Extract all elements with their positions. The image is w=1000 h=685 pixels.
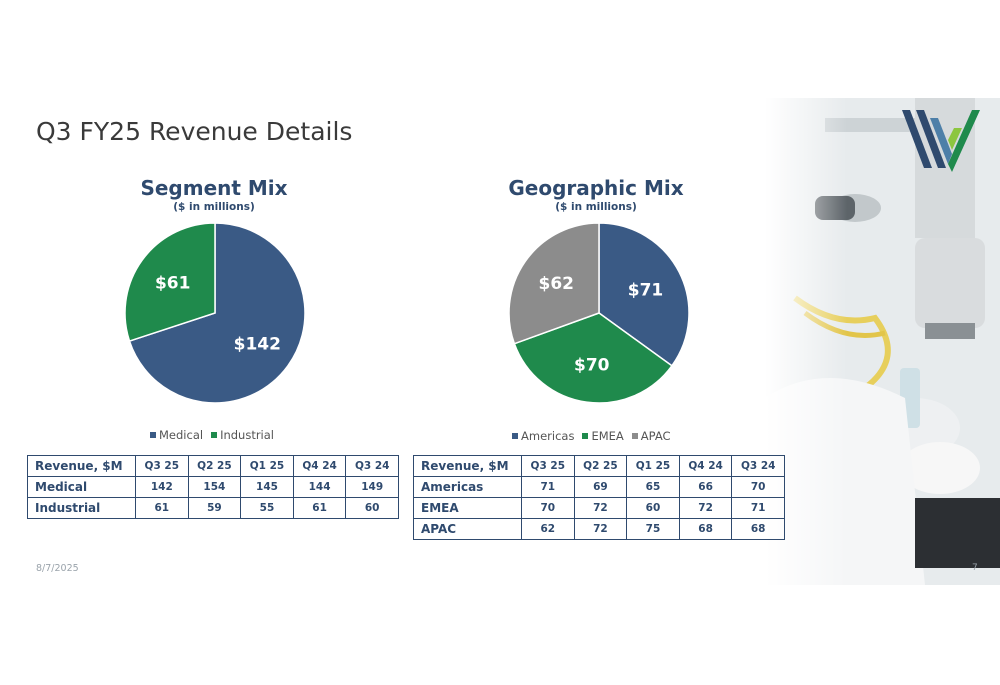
slide-date: 8/7/2025 <box>36 563 79 574</box>
table-header-cell: Q1 25 <box>240 455 294 477</box>
table-header-cell: Revenue, $M <box>413 455 522 477</box>
table-cell: 149 <box>345 476 399 498</box>
table-row: APAC 62 72 75 68 68 <box>413 518 785 540</box>
row-label: Americas <box>413 476 522 498</box>
table-row: Americas 71 69 65 66 70 <box>413 476 785 498</box>
table-header-cell: Q4 24 <box>678 455 733 477</box>
table-cell: 61 <box>135 497 189 519</box>
table-cell: 71 <box>731 497 785 519</box>
table-header-cell: Q3 24 <box>345 455 399 477</box>
table-header-row: Revenue, $M Q3 25 Q2 25 Q1 25 Q4 24 Q3 2… <box>27 455 399 477</box>
table-header-row: Revenue, $M Q3 25 Q2 25 Q1 25 Q4 24 Q3 2… <box>413 455 785 477</box>
legend-item-industrial: Industrial <box>211 428 274 442</box>
table-cell: 72 <box>573 497 628 519</box>
geo-legend: Americas EMEA APAC <box>512 429 671 443</box>
geo-pie-chart: $71 $70 $62 <box>508 222 690 404</box>
row-label: EMEA <box>413 497 522 519</box>
pie-slice-medical <box>128 222 306 404</box>
legend-swatch-apac <box>631 433 638 439</box>
legend-item-apac: APAC <box>631 429 671 443</box>
legend-label-apac: APAC <box>640 429 671 443</box>
geo-chart-title: Geographic Mix <box>508 176 684 200</box>
legend-swatch-medical <box>150 432 156 438</box>
company-logo <box>902 110 980 172</box>
pie-slice-industrial <box>124 222 216 343</box>
segment-legend: Medical Industrial <box>150 428 274 442</box>
geo-chart-subtitle: ($ in millions) <box>555 201 637 213</box>
table-cell: 59 <box>187 497 242 519</box>
table-header-cell: Q3 25 <box>135 455 189 477</box>
legend-swatch-americas <box>512 433 518 439</box>
lab-photo <box>765 98 1000 585</box>
pie-slice-americas <box>598 222 690 367</box>
segment-chart-title: Segment Mix <box>140 176 288 200</box>
page-number: 7 <box>972 563 978 573</box>
segment-chart-subtitle: ($ in millions) <box>173 201 255 213</box>
table-cell: 62 <box>521 518 575 540</box>
pie-data-label-industrial: $61 <box>155 273 191 293</box>
table-cell: 69 <box>573 476 628 498</box>
table-cell: 55 <box>240 497 294 519</box>
table-cell: 142 <box>135 476 189 498</box>
row-label: Industrial <box>27 497 136 519</box>
segment-revenue-table: Revenue, $M Q3 25 Q2 25 Q1 25 Q4 24 Q3 2… <box>27 455 399 519</box>
pie-data-label-emea: $70 <box>574 356 610 376</box>
table-header-cell: Q4 24 <box>292 455 347 477</box>
table-cell: 70 <box>731 476 785 498</box>
table-header-cell: Q3 24 <box>731 455 785 477</box>
table-cell: 66 <box>678 476 733 498</box>
table-row: Medical 142 154 145 144 149 <box>27 476 399 498</box>
table-cell: 154 <box>187 476 242 498</box>
segment-pie-chart: $142 $61 <box>124 222 306 404</box>
row-label: Medical <box>27 476 136 498</box>
table-cell: 71 <box>521 476 575 498</box>
table-cell: 72 <box>678 497 733 519</box>
row-label: APAC <box>413 518 522 540</box>
table-cell: 60 <box>345 497 399 519</box>
table-cell: 75 <box>626 518 680 540</box>
pie-slice-emea <box>513 312 673 404</box>
table-header-cell: Q2 25 <box>573 455 628 477</box>
pie-data-label-medical: $142 <box>234 335 281 355</box>
legend-item-americas: Americas <box>512 429 574 443</box>
pie-data-label-americas: $71 <box>628 280 664 300</box>
legend-label-industrial: Industrial <box>220 428 274 442</box>
table-cell: 68 <box>678 518 733 540</box>
lab-photo-art <box>765 98 1000 585</box>
table-cell: 65 <box>626 476 680 498</box>
pie-slice-apac <box>508 222 600 345</box>
legend-item-emea: EMEA <box>582 429 624 443</box>
geo-revenue-table: Revenue, $M Q3 25 Q2 25 Q1 25 Q4 24 Q3 2… <box>413 455 785 540</box>
table-header-cell: Q3 25 <box>521 455 575 477</box>
table-cell: 60 <box>626 497 680 519</box>
pie-data-label-apac: $62 <box>539 274 575 294</box>
table-cell: 68 <box>731 518 785 540</box>
table-row: EMEA 70 72 60 72 71 <box>413 497 785 519</box>
table-header-cell: Q2 25 <box>187 455 242 477</box>
legend-swatch-emea <box>582 433 589 439</box>
page-title: Q3 FY25 Revenue Details <box>36 117 353 146</box>
legend-label-americas: Americas <box>521 429 575 443</box>
table-cell: 72 <box>573 518 628 540</box>
table-header-cell: Q1 25 <box>626 455 680 477</box>
table-cell: 144 <box>292 476 347 498</box>
table-cell: 70 <box>521 497 575 519</box>
table-cell: 145 <box>240 476 294 498</box>
table-cell: 61 <box>292 497 347 519</box>
legend-swatch-industrial <box>211 432 218 438</box>
legend-label-emea: EMEA <box>591 429 624 443</box>
legend-item-medical: Medical <box>150 428 203 442</box>
legend-label-medical: Medical <box>159 428 204 442</box>
table-row: Industrial 61 59 55 61 60 <box>27 497 399 519</box>
table-header-cell: Revenue, $M <box>27 455 136 477</box>
